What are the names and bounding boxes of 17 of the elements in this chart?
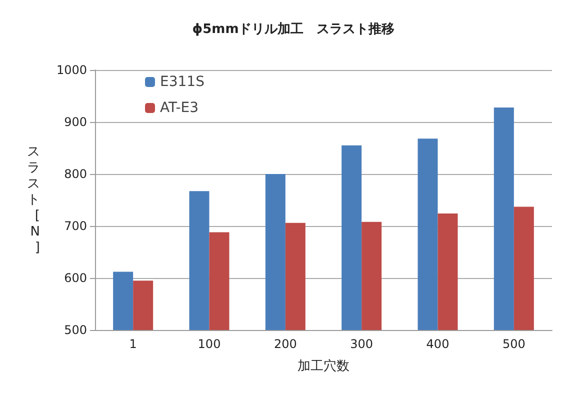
x-tick-label: 300 [350,337,374,351]
y-tick-label: 600 [64,271,87,285]
y-tick-label: 800 [64,167,87,181]
y-tick-label: 500 [64,323,87,337]
y-tick-label: 900 [64,115,87,129]
x-tick-label: 200 [274,337,297,351]
x-tick-label: 1 [129,337,137,351]
x-tick-label: 400 [426,337,450,351]
x-tick-label: 500 [502,337,526,351]
y-tick-label: 700 [64,219,87,233]
legend-label: E311S [160,74,205,90]
x-axis-title: 加工穴数 [298,359,350,374]
y-tick-label: 1000 [56,63,87,77]
chart-title: ϕ5mmドリル加工 スラスト推移 [192,22,395,37]
y-axis-title: スラスト[N] [27,144,40,256]
x-tick-label: 100 [198,337,221,351]
legend-label: AT-E3 [160,100,199,116]
